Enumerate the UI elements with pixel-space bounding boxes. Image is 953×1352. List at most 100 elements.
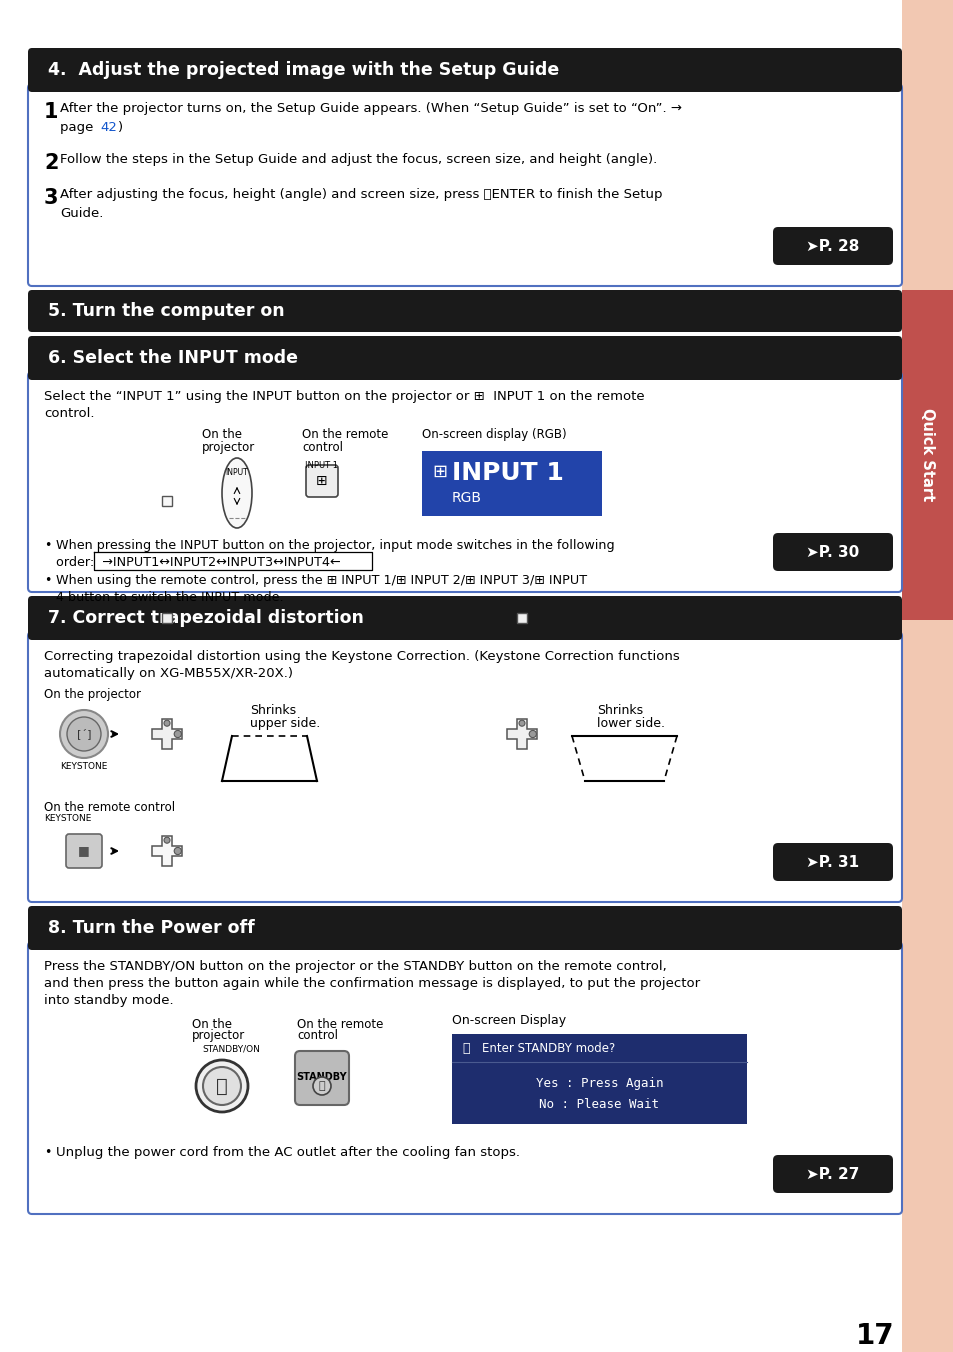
- Text: RGB: RGB: [452, 491, 481, 506]
- Text: projector: projector: [192, 1029, 245, 1042]
- Text: •: •: [44, 1146, 51, 1159]
- Text: KEYSTONE: KEYSTONE: [60, 763, 108, 771]
- Text: On the remote: On the remote: [302, 429, 388, 441]
- Text: ➤P. 30: ➤P. 30: [805, 545, 859, 560]
- Text: upper side.: upper side.: [250, 717, 320, 730]
- Text: into standby mode.: into standby mode.: [44, 994, 173, 1007]
- Text: page: page: [60, 120, 97, 134]
- Text: On the: On the: [192, 1018, 232, 1032]
- FancyBboxPatch shape: [161, 612, 172, 623]
- Circle shape: [60, 710, 108, 758]
- Text: ■: ■: [78, 845, 90, 857]
- Text: Unplug the power cord from the AC outlet after the cooling fan stops.: Unplug the power cord from the AC outlet…: [56, 1146, 519, 1159]
- Text: STANDBY: STANDBY: [296, 1072, 347, 1082]
- Circle shape: [67, 717, 101, 750]
- FancyBboxPatch shape: [772, 1155, 892, 1192]
- Circle shape: [518, 721, 524, 726]
- Text: 5. Turn the computer on: 5. Turn the computer on: [48, 301, 284, 320]
- Polygon shape: [572, 735, 677, 781]
- Circle shape: [174, 730, 181, 738]
- Circle shape: [203, 1067, 241, 1105]
- Text: 6. Select the INPUT mode: 6. Select the INPUT mode: [48, 349, 297, 366]
- Text: 17: 17: [855, 1322, 893, 1351]
- Text: Quick Start: Quick Start: [920, 408, 935, 502]
- Text: INPUT 1: INPUT 1: [305, 461, 338, 470]
- Text: 42: 42: [100, 120, 117, 134]
- Circle shape: [529, 730, 536, 738]
- Text: On the projector: On the projector: [44, 688, 141, 700]
- Text: 2: 2: [44, 153, 58, 173]
- Text: Correcting trapezoidal distortion using the Keystone Correction. (Keystone Corre: Correcting trapezoidal distortion using …: [44, 650, 679, 662]
- FancyBboxPatch shape: [28, 49, 901, 92]
- Text: KEYSTONE: KEYSTONE: [44, 814, 91, 823]
- Text: INPUT 1: INPUT 1: [452, 461, 563, 485]
- Polygon shape: [152, 719, 182, 749]
- Text: control.: control.: [44, 407, 94, 420]
- Text: control: control: [296, 1029, 337, 1042]
- Text: After adjusting the focus, height (angle) and screen size, press ⓔENTER to finis: After adjusting the focus, height (angle…: [60, 188, 661, 201]
- Bar: [901, 0, 953, 1352]
- FancyBboxPatch shape: [306, 465, 337, 498]
- Circle shape: [195, 1060, 248, 1111]
- Text: ⏻: ⏻: [318, 1082, 325, 1091]
- Text: On-screen display (RGB): On-screen display (RGB): [421, 429, 566, 441]
- Polygon shape: [222, 735, 316, 781]
- Text: On the remote control: On the remote control: [44, 800, 175, 814]
- Circle shape: [164, 721, 170, 726]
- Text: Enter STANDBY mode?: Enter STANDBY mode?: [481, 1041, 615, 1055]
- FancyBboxPatch shape: [772, 844, 892, 882]
- Polygon shape: [506, 719, 537, 749]
- Text: order:  →INPUT1↔INPUT2↔INPUT3↔INPUT4←: order: →INPUT1↔INPUT2↔INPUT3↔INPUT4←: [56, 556, 340, 569]
- Bar: [901, 289, 953, 621]
- FancyBboxPatch shape: [28, 596, 901, 639]
- Text: When pressing the INPUT button on the projector, input mode switches in the foll: When pressing the INPUT button on the pr…: [56, 539, 614, 552]
- Text: [´]: [´]: [76, 729, 91, 740]
- FancyBboxPatch shape: [28, 337, 901, 380]
- Text: STANDBY/ON: STANDBY/ON: [202, 1044, 259, 1053]
- FancyBboxPatch shape: [28, 372, 901, 592]
- Polygon shape: [152, 836, 182, 867]
- Text: •: •: [44, 575, 51, 587]
- Text: ➤P. 27: ➤P. 27: [805, 1167, 859, 1182]
- Text: ): ): [118, 120, 123, 134]
- FancyBboxPatch shape: [161, 496, 172, 507]
- Text: On the: On the: [202, 429, 242, 441]
- Text: Shrinks: Shrinks: [250, 704, 295, 717]
- Text: and then press the button again while the confirmation message is displayed, to : and then press the button again while th…: [44, 977, 700, 990]
- Text: 7. Correct trapezoidal distortion: 7. Correct trapezoidal distortion: [48, 608, 363, 627]
- Text: Press the STANDBY/ON button on the projector or the STANDBY button on the remote: Press the STANDBY/ON button on the proje…: [44, 960, 666, 973]
- FancyBboxPatch shape: [28, 631, 901, 902]
- Text: Follow the steps in the Setup Guide and adjust the focus, screen size, and heigh: Follow the steps in the Setup Guide and …: [60, 153, 657, 166]
- FancyBboxPatch shape: [28, 84, 901, 287]
- Text: Guide.: Guide.: [60, 207, 103, 220]
- Text: automatically on XG-MB55X/XR-20X.): automatically on XG-MB55X/XR-20X.): [44, 667, 293, 680]
- Text: projector: projector: [202, 441, 255, 454]
- Text: ⓔ: ⓔ: [461, 1041, 469, 1055]
- Text: After the projector turns on, the Setup Guide appears. (When “Setup Guide” is se: After the projector turns on, the Setup …: [60, 101, 681, 115]
- Text: lower side.: lower side.: [597, 717, 664, 730]
- Text: control: control: [302, 441, 343, 454]
- FancyBboxPatch shape: [517, 612, 527, 623]
- FancyBboxPatch shape: [772, 533, 892, 571]
- Circle shape: [164, 837, 170, 844]
- Text: ➤P. 31: ➤P. 31: [805, 854, 859, 869]
- FancyBboxPatch shape: [294, 1051, 349, 1105]
- Text: •: •: [44, 539, 51, 552]
- Bar: [452, 1034, 746, 1124]
- FancyBboxPatch shape: [66, 834, 102, 868]
- Text: No : Please Wait: No : Please Wait: [539, 1098, 659, 1110]
- Text: Yes : Press Again: Yes : Press Again: [536, 1078, 662, 1091]
- Text: 4 button to switch the INPUT mode.: 4 button to switch the INPUT mode.: [56, 591, 283, 604]
- Text: Shrinks: Shrinks: [597, 704, 642, 717]
- FancyBboxPatch shape: [28, 289, 901, 333]
- FancyBboxPatch shape: [772, 227, 892, 265]
- FancyBboxPatch shape: [28, 942, 901, 1214]
- Ellipse shape: [222, 458, 252, 529]
- Circle shape: [313, 1078, 331, 1095]
- Text: ⊞: ⊞: [432, 462, 447, 481]
- Circle shape: [174, 848, 181, 854]
- Text: INPUT: INPUT: [226, 468, 248, 477]
- Text: Select the “INPUT 1” using the INPUT button on the projector or ⊞  INPUT 1 on th: Select the “INPUT 1” using the INPUT but…: [44, 389, 644, 403]
- Text: 3: 3: [44, 188, 58, 208]
- Text: On-screen Display: On-screen Display: [452, 1014, 565, 1028]
